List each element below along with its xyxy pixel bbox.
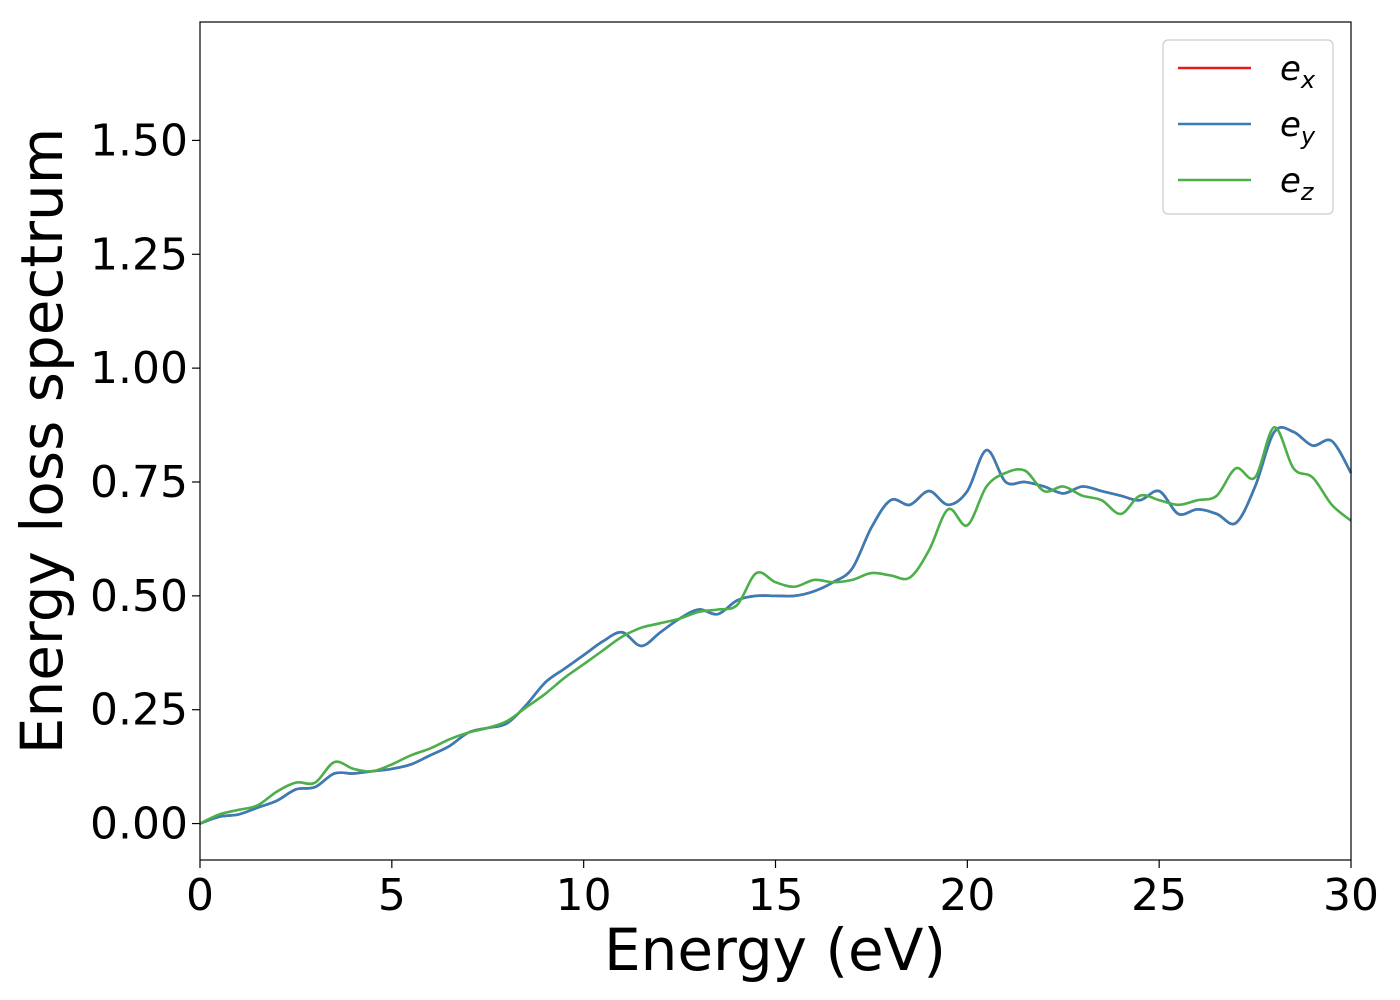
x-tick-label: 15 <box>748 870 804 921</box>
legend: ex ey ez <box>1162 39 1334 215</box>
y-tick-label: 0.50 <box>90 571 188 622</box>
y-tick-label: 1.00 <box>90 343 188 394</box>
x-tick-label: 20 <box>939 870 995 921</box>
legend-label-ez: ez <box>1280 161 1315 206</box>
y-tick-label: 0.25 <box>90 685 188 736</box>
x-tick-label: 0 <box>186 870 214 921</box>
series-line-ey <box>199 426 1353 825</box>
y-axis: 0.00 0.25 0.50 0.75 1.00 1.25 1.50 <box>90 115 200 850</box>
x-tick-label: 5 <box>378 870 406 921</box>
x-tick-label: 10 <box>556 870 612 921</box>
series-layer <box>199 426 1353 825</box>
x-axis: 0 5 10 15 20 25 30 <box>186 860 1379 921</box>
y-axis-title: Energy loss spectrum <box>8 128 76 754</box>
legend-label-ey: ey <box>1280 105 1316 150</box>
y-tick-label: 1.50 <box>90 115 188 166</box>
y-tick-label: 0.75 <box>90 457 188 508</box>
x-tick-label: 30 <box>1323 870 1379 921</box>
x-axis-title: Energy (eV) <box>604 916 946 984</box>
legend-label-ex: ex <box>1280 49 1316 94</box>
legend-box <box>1162 39 1334 215</box>
y-tick-label: 0.00 <box>90 799 188 850</box>
series-line-ez <box>199 426 1352 825</box>
y-tick-label: 1.25 <box>90 229 188 280</box>
x-tick-label: 25 <box>1131 870 1187 921</box>
